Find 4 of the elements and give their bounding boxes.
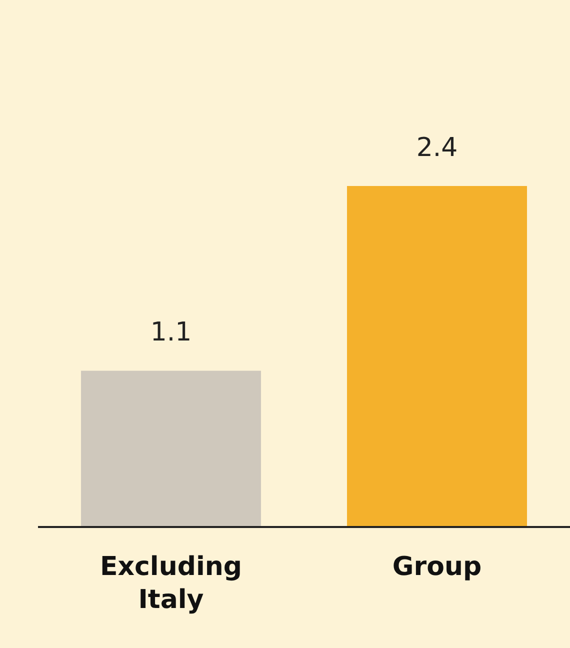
- x-tick-label: Group: [392, 552, 482, 582]
- data-label: 1.1: [150, 318, 192, 348]
- data-label: 2.4: [416, 133, 458, 163]
- x-tick-label: Excluding Italy: [100, 552, 242, 615]
